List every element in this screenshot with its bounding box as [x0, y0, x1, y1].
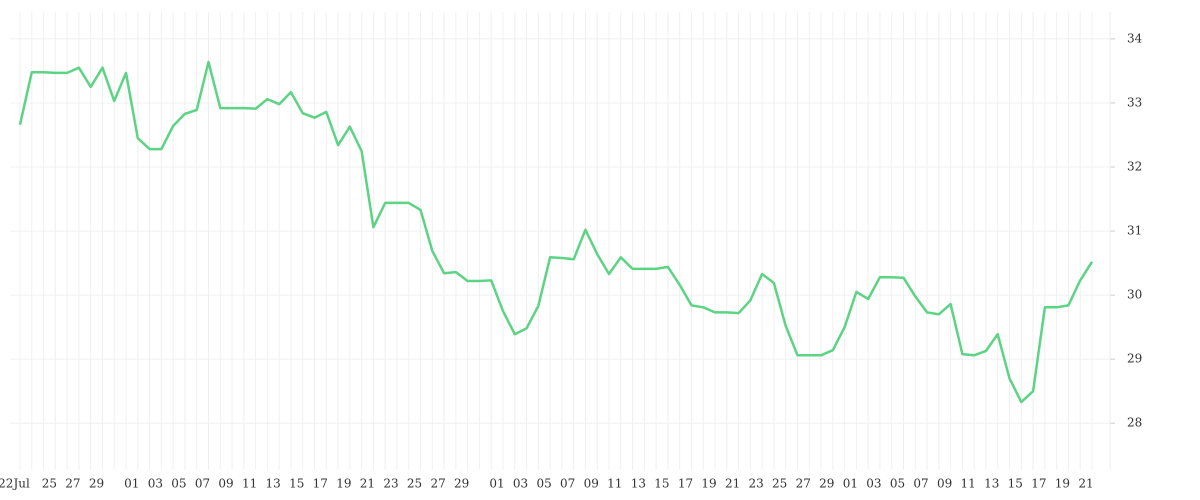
x-tick-label: 29 — [819, 477, 834, 491]
x-tick-label: 05 — [536, 477, 551, 491]
x-tick-label: 09 — [218, 477, 233, 491]
x-tick-label: 17 — [678, 477, 693, 491]
x-tick-label: 25 — [42, 477, 57, 491]
x-tick-label: 23 — [748, 477, 763, 491]
x-tick-label: 29 — [454, 477, 469, 491]
x-tick-label: 07 — [195, 477, 210, 491]
x-tick-label: 05 — [890, 477, 905, 491]
line-series — [18, 60, 1094, 404]
x-tick-label: 17 — [1031, 477, 1046, 491]
x-tick-label: 07 — [560, 477, 575, 491]
x-tick-label: 07 — [913, 477, 928, 491]
x-tick-label: 17 — [313, 477, 328, 491]
x-tick-label: 19 — [1055, 477, 1070, 491]
x-tick-label: 19 — [701, 477, 716, 491]
x-tick-label: 13 — [984, 477, 999, 491]
x-tick-label: 03 — [513, 477, 528, 491]
x-tick-label: 27 — [65, 477, 80, 491]
x-tick-label: 01 — [489, 477, 504, 491]
x-tick-label: 11 — [607, 477, 622, 491]
x-tick-label: 25 — [407, 477, 422, 491]
x-tick-label: 15 — [654, 477, 669, 491]
y-tick-label: 32 — [1127, 160, 1142, 174]
y-tick-label: 33 — [1127, 95, 1142, 109]
y-tick-label: 29 — [1127, 352, 1142, 366]
x-tick-label: 21 — [725, 477, 740, 491]
x-tick-label: 01 — [124, 477, 139, 491]
x-tick-label: 22Jul — [0, 477, 30, 491]
y-tick-label: 30 — [1127, 288, 1142, 302]
x-tick-label: 23 — [383, 477, 398, 491]
x-tick-label: 11 — [242, 477, 257, 491]
x-tick-label: 15 — [289, 477, 304, 491]
x-tick-label: 11 — [961, 477, 976, 491]
x-tick-label: 27 — [430, 477, 445, 491]
x-tick-label: 13 — [266, 477, 281, 491]
x-tick-label: 21 — [360, 477, 375, 491]
x-tick-label: 29 — [89, 477, 104, 491]
x-tick-label: 15 — [1008, 477, 1023, 491]
x-tick-label: 09 — [937, 477, 952, 491]
x-tick-label: 09 — [584, 477, 599, 491]
x-tick-label: 01 — [843, 477, 858, 491]
x-tick-label: 03 — [148, 477, 163, 491]
x-tick-label: 13 — [631, 477, 646, 491]
x-tick-label: 05 — [171, 477, 186, 491]
x-tick-label: 27 — [796, 477, 811, 491]
y-tick-label: 34 — [1127, 31, 1143, 45]
y-tick-label: 31 — [1127, 224, 1142, 238]
x-tick-label: 21 — [1078, 477, 1093, 491]
y-tick-label: 28 — [1127, 416, 1142, 430]
x-tick-label: 19 — [336, 477, 351, 491]
x-tick-label: 25 — [772, 477, 787, 491]
x-tick-label: 03 — [866, 477, 881, 491]
